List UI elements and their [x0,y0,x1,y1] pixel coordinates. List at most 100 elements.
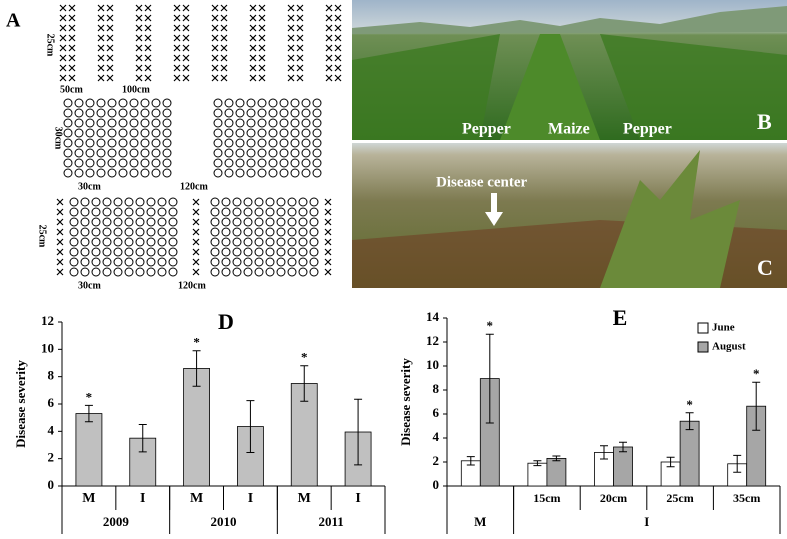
spacing-label: 25cm [45,34,56,57]
plant-cross [324,258,332,266]
plant-cross [192,228,200,236]
plant-cross [192,258,200,266]
plant-cross [324,238,332,246]
plant-cross [135,54,143,62]
panel-label: A [6,10,21,32]
plant-circle [96,108,106,118]
plant-circle [168,247,178,257]
plant-circle [107,118,117,128]
plant-circle [210,267,220,277]
arrow [485,193,503,226]
plant-circle [243,207,253,217]
plant-cross [325,44,333,52]
plant-circle [124,257,134,267]
plant-circle [301,158,311,168]
legend-label: June [712,322,735,334]
plant-circle [312,98,322,108]
plant-circle [301,118,311,128]
plant-cross [220,64,228,72]
plant-cross [334,44,342,52]
significance-mark: * [193,335,200,350]
plant-circle [113,237,123,247]
plant-circle [162,98,172,108]
plant-cross [296,34,304,42]
plant-cross [144,34,152,42]
plant-circle [232,247,242,257]
x-tick-label: M [298,491,311,506]
plant-circle [113,257,123,267]
plant-circle [213,148,223,158]
y-tick-label: 8 [433,381,440,396]
plant-circle [102,227,112,237]
plant-cross [56,218,64,226]
photo-label: Pepper [623,121,672,138]
plant-cross [220,24,228,32]
plant-cross [325,74,333,82]
plant-circle [235,158,245,168]
plant-cross [324,248,332,256]
plant-circle [298,267,308,277]
plant-circle [96,98,106,108]
plant-circle [140,148,150,158]
plant-circle [257,98,267,108]
plant-circle [129,138,139,148]
plant-cross [325,24,333,32]
plant-circle [146,267,156,277]
plant-circle [85,148,95,158]
plant-circle [146,207,156,217]
plant-cross [249,74,257,82]
plant-cross [144,54,152,62]
plant-cross [68,14,76,22]
plant-circle [265,197,275,207]
plant-circle [124,197,134,207]
plant-cross [135,34,143,42]
plant-circle [80,257,90,267]
plant-cross [287,14,295,22]
plant-circle [63,118,73,128]
plant-cross [287,54,295,62]
plant-circle [80,227,90,237]
plant-circle [254,197,264,207]
error-bar [192,350,201,387]
plant-circle [257,158,267,168]
plant-cross [334,24,342,32]
plant-circle [301,138,311,148]
plant-cross [324,218,332,226]
spacing-label: 25cm [37,225,48,248]
plant-circle [213,128,223,138]
plant-cross [97,14,105,22]
plant-circle [243,227,253,237]
panel-label: B [757,109,772,134]
plant-cross [220,4,228,12]
plant-cross [135,14,143,22]
y-tick-label: 14 [426,309,440,324]
plant-cross [106,54,114,62]
plant-cross [97,4,105,12]
plant-cross [249,44,257,52]
plant-circle [265,217,275,227]
plant-circle [221,237,231,247]
plant-circle [74,108,84,118]
plant-cross [249,34,257,42]
x-tick-label: I [248,491,253,506]
plant-circle [213,158,223,168]
plant-circle [91,267,101,277]
plant-circle [287,207,297,217]
plant-circle [298,247,308,257]
plant-circle [301,98,311,108]
plant-cross [173,34,181,42]
plant-cross [334,54,342,62]
plant-cross [287,4,295,12]
plant-circle [276,257,286,267]
plant-circle [118,138,128,148]
plant-circle [235,118,245,128]
plant-cross [211,4,219,12]
plant-circle [268,118,278,128]
plant-circle [254,267,264,277]
plant-cross [56,268,64,276]
crop [352,34,500,140]
plant-circle [135,197,145,207]
plant-circle [140,158,150,168]
plant-circle [246,168,256,178]
